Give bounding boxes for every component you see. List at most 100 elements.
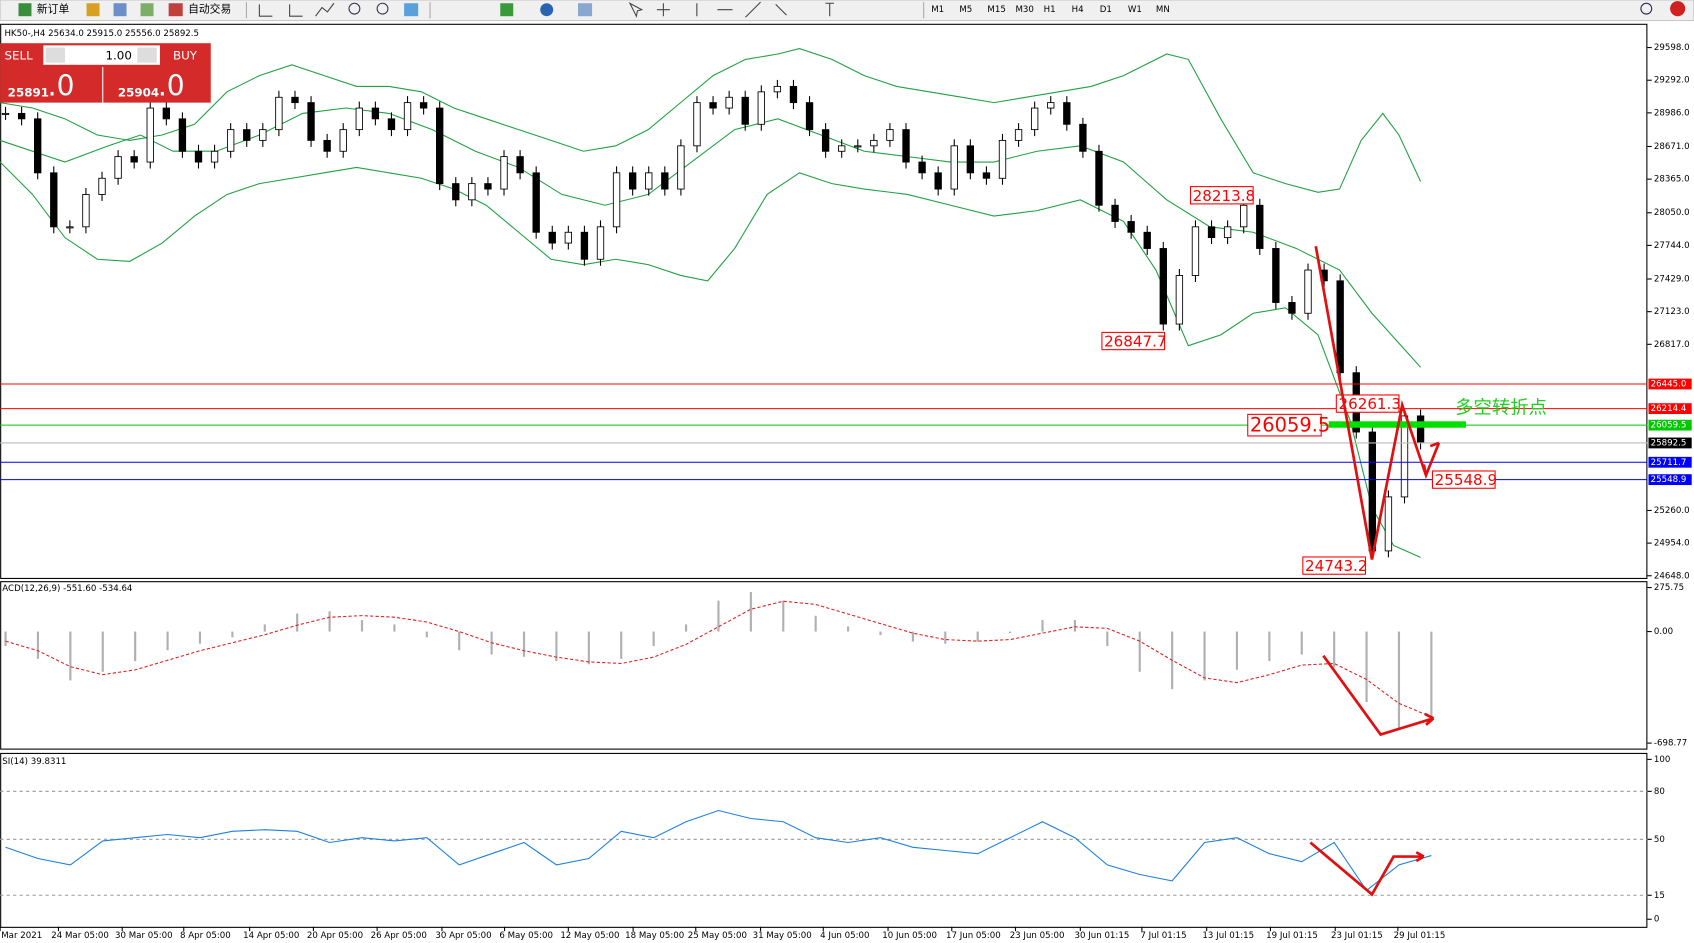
candle bbox=[998, 139, 1007, 179]
search[interactable] bbox=[1640, 2, 1653, 15]
y-tick-label: 100 bbox=[1654, 755, 1670, 765]
x-tick-label: 10 Jun 05:00 bbox=[882, 931, 937, 941]
zoom-in[interactable] bbox=[348, 2, 361, 15]
drawn-arrow bbox=[1322, 654, 1435, 737]
candle bbox=[436, 107, 444, 185]
y-tick-label: 28050.0 bbox=[1654, 208, 1690, 218]
bollinger-upper bbox=[0, 48, 1422, 193]
icon bbox=[86, 3, 100, 17]
candle bbox=[693, 102, 701, 147]
level-label-bg bbox=[1648, 474, 1692, 486]
icon bbox=[18, 3, 32, 17]
level-label-bg bbox=[1648, 378, 1692, 390]
price-annotation: 25548.9 bbox=[1435, 471, 1497, 489]
sell-price-fraction[interactable]: .0 bbox=[48, 69, 75, 102]
candle bbox=[548, 231, 556, 244]
y-tick-label: 27123.0 bbox=[1654, 307, 1690, 317]
lots-down[interactable] bbox=[45, 47, 65, 63]
price-annotation-box bbox=[1335, 394, 1400, 413]
price-annotation: 28213.8 bbox=[1193, 187, 1255, 205]
lots-input[interactable] bbox=[43, 45, 161, 65]
x-tick-label: 19 Jul 01:15 bbox=[1266, 931, 1318, 941]
candle bbox=[323, 139, 331, 152]
candle bbox=[82, 194, 90, 228]
alert[interactable] bbox=[1670, 1, 1686, 17]
icon bbox=[404, 3, 419, 17]
candle bbox=[178, 118, 187, 152]
candle bbox=[275, 96, 283, 131]
level-label: 25548.9 bbox=[1651, 475, 1687, 485]
buy-price[interactable]: 25904 bbox=[118, 85, 159, 99]
y-tick-label: 28671.0 bbox=[1654, 142, 1690, 152]
x-tick-label: 12 May 05:00 bbox=[560, 931, 619, 941]
y-tick-label: 15 bbox=[1654, 891, 1665, 901]
candle bbox=[1223, 226, 1232, 239]
x-tick-label: 18 May 05:00 bbox=[625, 931, 684, 941]
candle bbox=[725, 96, 733, 109]
candle bbox=[1159, 248, 1167, 325]
time-axis: Mar 2021 24 Mar 05:00 30 Mar 05:00 8 Apr 05… bbox=[0, 926, 1446, 941]
timeframe-button[interactable]: M30 bbox=[1016, 5, 1034, 15]
candle bbox=[934, 172, 942, 190]
candle bbox=[1014, 129, 1023, 141]
candle bbox=[243, 129, 251, 141]
timeframe-button[interactable]: W1 bbox=[1128, 5, 1142, 15]
level-label: 25892.5 bbox=[1651, 438, 1687, 448]
timeframe-button[interactable]: D1 bbox=[1100, 5, 1112, 15]
candle bbox=[1400, 415, 1409, 498]
rsi-line bbox=[5, 809, 1432, 892]
y-tick-label: 25260.0 bbox=[1654, 506, 1690, 516]
buy-price-fraction[interactable]: .0 bbox=[158, 69, 185, 102]
candle bbox=[1030, 107, 1039, 131]
toolbar: 新订单 自动交易 M1 M5 M15 M30 H1 H4 D1 W1 MN bbox=[0, 0, 1694, 22]
candle bbox=[1272, 248, 1280, 303]
chart-info: HK50-,H4 25634.0 25915.0 25556.0 25892.5 bbox=[4, 29, 199, 39]
timeframe-button[interactable]: M5 bbox=[959, 5, 972, 15]
candle bbox=[419, 102, 428, 109]
candle bbox=[452, 183, 460, 201]
y-tick-label: 28986.0 bbox=[1654, 108, 1690, 118]
icon bbox=[578, 3, 593, 17]
candle bbox=[210, 150, 219, 163]
new-order[interactable]: 新订单 bbox=[37, 2, 70, 16]
candle bbox=[1207, 226, 1216, 239]
buy-button[interactable]: BUY bbox=[173, 49, 198, 63]
candle bbox=[307, 102, 315, 141]
indicator-label: SI(14) 39.8311 bbox=[2, 757, 66, 767]
candle bbox=[870, 139, 878, 147]
lots-value[interactable]: 1.00 bbox=[105, 49, 131, 63]
candle bbox=[146, 107, 154, 163]
lots-up[interactable] bbox=[137, 47, 157, 63]
y-tick-label: 80 bbox=[1654, 787, 1665, 797]
candle bbox=[484, 183, 492, 190]
auto-trade[interactable]: 自动交易 bbox=[188, 2, 231, 16]
candle bbox=[355, 107, 363, 131]
sell-button[interactable]: SELL bbox=[4, 49, 33, 63]
x-tick-label: Mar 2021 bbox=[1, 931, 42, 941]
timeframe-button[interactable]: M15 bbox=[987, 5, 1005, 15]
zoom-out[interactable] bbox=[376, 2, 389, 15]
timeframe-button[interactable]: MN bbox=[1156, 5, 1170, 15]
timeframe-button[interactable]: H4 bbox=[1072, 5, 1084, 15]
price-annotation: 26261.3 bbox=[1338, 395, 1400, 413]
y-tick-label: 28365.0 bbox=[1654, 175, 1690, 185]
timeframe-button[interactable]: M1 bbox=[931, 5, 944, 15]
candle bbox=[1368, 431, 1377, 552]
trade-panel: SELL 1.00 BUY 25891 .0 25904 .0 bbox=[0, 43, 211, 103]
candle bbox=[838, 145, 846, 152]
timeframe-button[interactable]: H1 bbox=[1044, 5, 1056, 15]
candle bbox=[612, 172, 621, 228]
y-tick-label: 29292.0 bbox=[1654, 76, 1690, 86]
drawn-arrow bbox=[1314, 246, 1441, 560]
icon bbox=[168, 3, 183, 17]
drawn-arrow bbox=[1309, 841, 1425, 897]
x-tick-label: 20 Apr 05:00 bbox=[307, 931, 363, 941]
x-tick-label: 29 Jul 01:15 bbox=[1394, 931, 1446, 941]
sell-price[interactable]: 25891 bbox=[8, 85, 49, 99]
candle bbox=[966, 145, 975, 174]
timeframes: M1 M5 M15 M30 H1 H4 D1 W1 MN bbox=[931, 5, 1170, 15]
candle bbox=[918, 161, 926, 174]
candle bbox=[339, 129, 347, 152]
icon bbox=[113, 3, 127, 17]
